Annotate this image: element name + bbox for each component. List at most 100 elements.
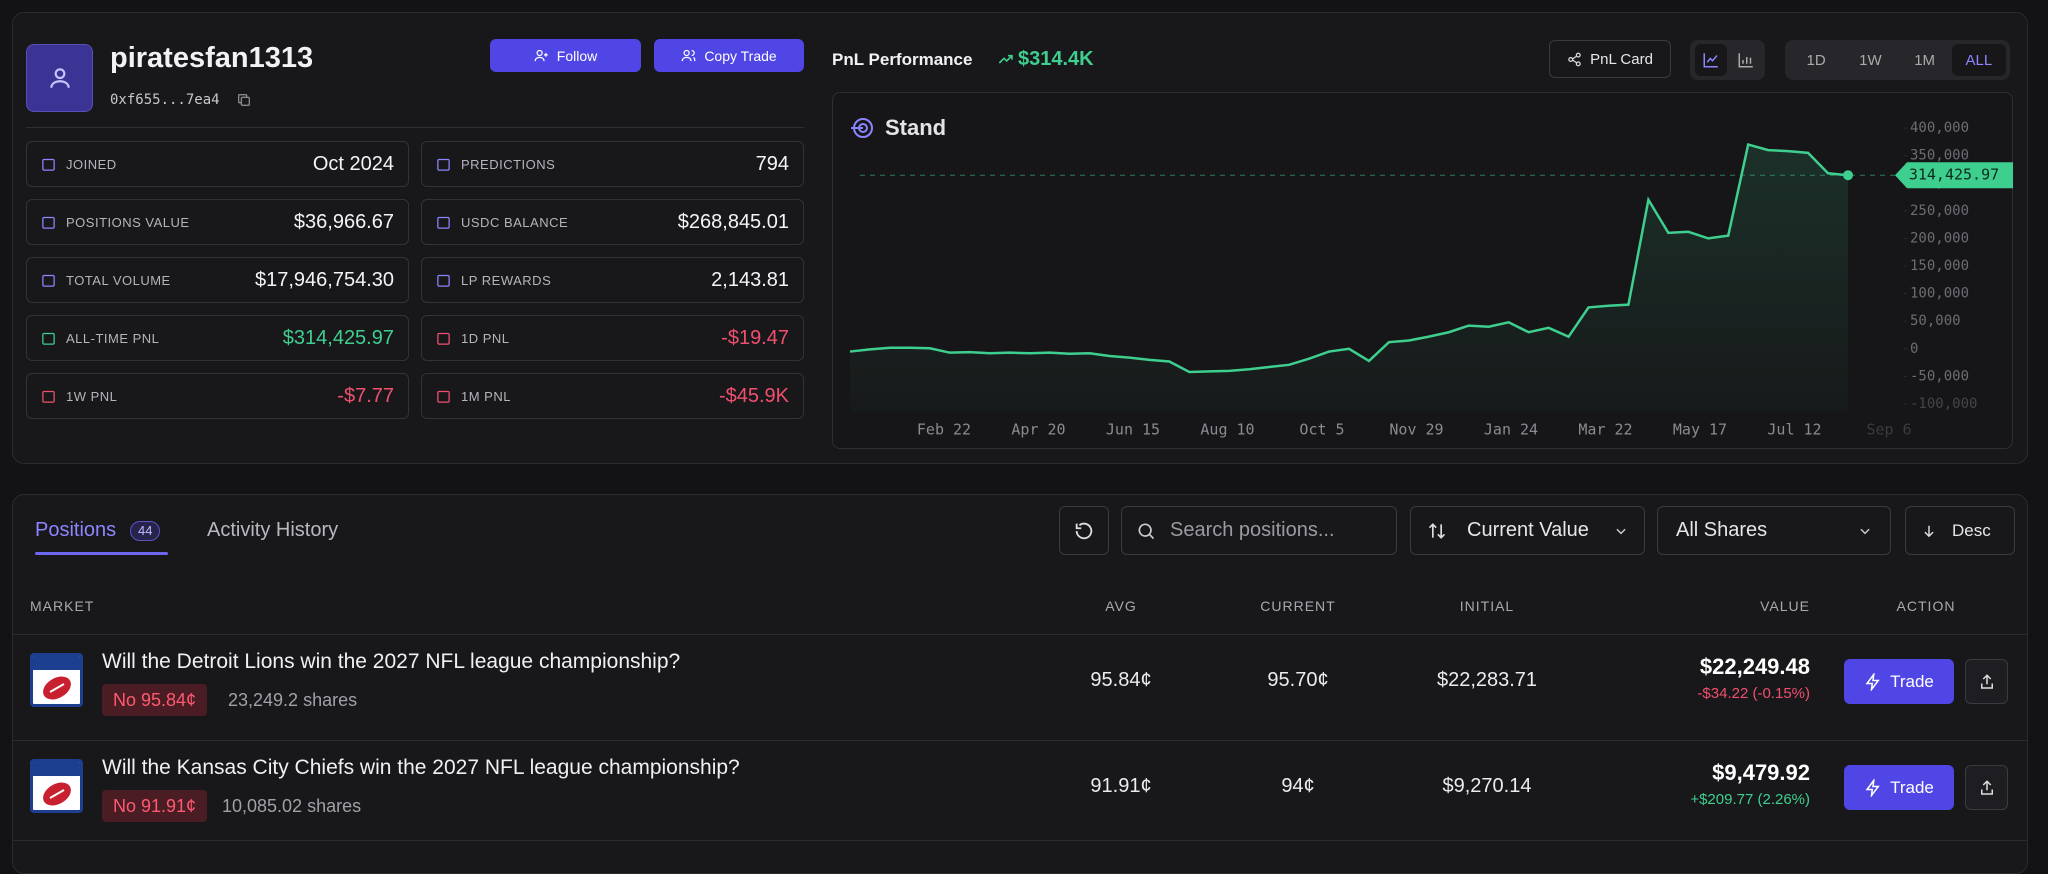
stat-value: Oct 2024: [312, 152, 394, 175]
bar-type-button[interactable]: [1730, 44, 1762, 76]
stat-label: JOINED: [66, 156, 117, 172]
copy-icon[interactable]: [236, 92, 252, 108]
y-tick-label: 150,000: [1910, 258, 1969, 274]
stat-label: POSITIONS VALUE: [66, 214, 190, 230]
outcome-tag: No 91.91¢: [102, 790, 208, 822]
line-type-button[interactable]: [1695, 44, 1727, 76]
value-cell: $9,479.92: [1712, 760, 1810, 785]
market-icon: [30, 653, 83, 707]
stat-icon: [42, 158, 55, 171]
last-point: [1843, 170, 1853, 181]
market-icon: [30, 759, 83, 813]
stat-card: 1M PNL -$45.9K: [421, 373, 804, 419]
row-divider: [12, 840, 2028, 841]
tab-count: 44: [130, 521, 161, 541]
x-tick-label: Feb 22: [917, 421, 971, 439]
stat-card: JOINED Oct 2024: [26, 141, 409, 187]
stat-card: POSITIONS VALUE $36,966.67: [26, 199, 409, 245]
x-tick-label: Oct 5: [1299, 421, 1344, 439]
x-tick-label: Jul 12: [1767, 421, 1821, 439]
follow-label: Follow: [556, 47, 598, 64]
current-cell: 95.70¢: [1267, 669, 1329, 691]
positions-card: [12, 494, 2028, 874]
trend-icon: [998, 54, 1013, 64]
follow-button[interactable]: Follow: [490, 39, 641, 72]
stat-label: TOTAL VOLUME: [66, 272, 171, 288]
range-button[interactable]: ALL: [1951, 44, 2006, 76]
y-tick-label: 0: [1910, 341, 1918, 357]
stat-icon: [437, 390, 450, 403]
stat-card: USDC BALANCE $268,845.01: [421, 199, 804, 245]
trade-button[interactable]: Trade: [1844, 659, 1954, 704]
sort-select[interactable]: Current Value: [1410, 506, 1645, 555]
series-name: Stand: [885, 115, 946, 140]
avatar: [26, 44, 93, 112]
range-button[interactable]: 1W: [1859, 51, 1882, 69]
change-cell: +$209.77 (2.26%): [1690, 791, 1810, 808]
sort-label: Current Value: [1467, 519, 1589, 541]
stat-icon: [437, 274, 450, 287]
y-tick-label: 100,000: [1910, 286, 1969, 302]
filter-select[interactable]: All Shares: [1657, 506, 1891, 555]
market-title: Will the Detroit Lions win the 2027 NFL …: [102, 650, 681, 673]
stat-card: ALL-TIME PNL $314,425.97: [26, 315, 409, 361]
stat-icon: [42, 332, 55, 345]
share-button[interactable]: [1965, 659, 2008, 704]
current-value-tag: [1895, 162, 2013, 189]
chart-type-toggle: [1690, 40, 1765, 80]
y-tick-label: 250,000: [1910, 203, 1969, 219]
initial-cell: $9,270.14: [1442, 775, 1532, 797]
stat-label: PREDICTIONS: [461, 156, 556, 172]
value-cell: $22,249.48: [1699, 654, 1810, 679]
stat-label: LP REWARDS: [461, 272, 552, 288]
order-button[interactable]: Desc: [1905, 506, 2015, 555]
y-tick-label: -50,000: [1910, 368, 1969, 384]
stat-icon: [437, 216, 450, 229]
copy-trade-button[interactable]: Copy Trade: [654, 39, 804, 72]
pnl-title: PnL Performance: [832, 50, 973, 69]
stat-card: 1W PNL -$7.77: [26, 373, 409, 419]
y-tick-label: 350,000: [1910, 148, 1969, 164]
x-tick-label: Mar 22: [1578, 421, 1632, 439]
stat-icon: [42, 390, 55, 403]
trade-button[interactable]: Trade: [1844, 765, 1954, 810]
stat-label: 1M PNL: [461, 388, 511, 404]
x-tick-label: Jun 15: [1106, 421, 1160, 439]
stat-value: 2,143.81: [711, 268, 789, 291]
trade-label: Trade: [1890, 777, 1934, 797]
refresh-button[interactable]: [1059, 506, 1109, 555]
stat-icon: [437, 158, 450, 171]
x-tick-label: Jan 24: [1484, 421, 1538, 439]
column-header: AVG: [1105, 598, 1137, 614]
tab-positions[interactable]: Positions: [35, 519, 117, 541]
pnl-card-button[interactable]: PnL Card: [1549, 40, 1671, 78]
tab-activity[interactable]: Activity History: [207, 519, 339, 541]
copy-trade-label: Copy Trade: [704, 47, 777, 64]
column-header: CURRENT: [1260, 598, 1336, 614]
current-cell: 94¢: [1281, 775, 1315, 797]
stat-value: -$7.77: [337, 384, 394, 407]
search-box[interactable]: Search positions...: [1121, 506, 1397, 555]
line-area: [850, 144, 1848, 412]
range-button[interactable]: 1M: [1914, 51, 1936, 69]
search-placeholder: Search positions...: [1170, 519, 1335, 541]
username: piratesfan1313: [110, 42, 314, 74]
stat-card: 1D PNL -$19.47: [421, 315, 804, 361]
avg-cell: 91.91¢: [1090, 775, 1152, 797]
column-header: INITIAL: [1459, 598, 1515, 614]
share-button[interactable]: [1965, 765, 2008, 810]
x-tick-label: May 17: [1673, 421, 1727, 439]
range-button[interactable]: 1D: [1806, 51, 1826, 69]
stat-card: LP REWARDS 2,143.81: [421, 257, 804, 303]
stat-value: 794: [755, 152, 789, 175]
row-divider: [12, 740, 2028, 741]
stat-value: -$19.47: [721, 326, 789, 349]
outcome-tag: No 95.84¢: [102, 684, 208, 716]
trade-label: Trade: [1890, 671, 1934, 691]
stat-value: $268,845.01: [677, 210, 789, 233]
filter-label: All Shares: [1676, 519, 1768, 541]
stat-value: $314,425.97: [282, 326, 394, 349]
stat-value: -$45.9K: [718, 384, 789, 407]
stat-label: USDC BALANCE: [461, 214, 569, 230]
y-tick-label: 200,000: [1910, 230, 1969, 246]
